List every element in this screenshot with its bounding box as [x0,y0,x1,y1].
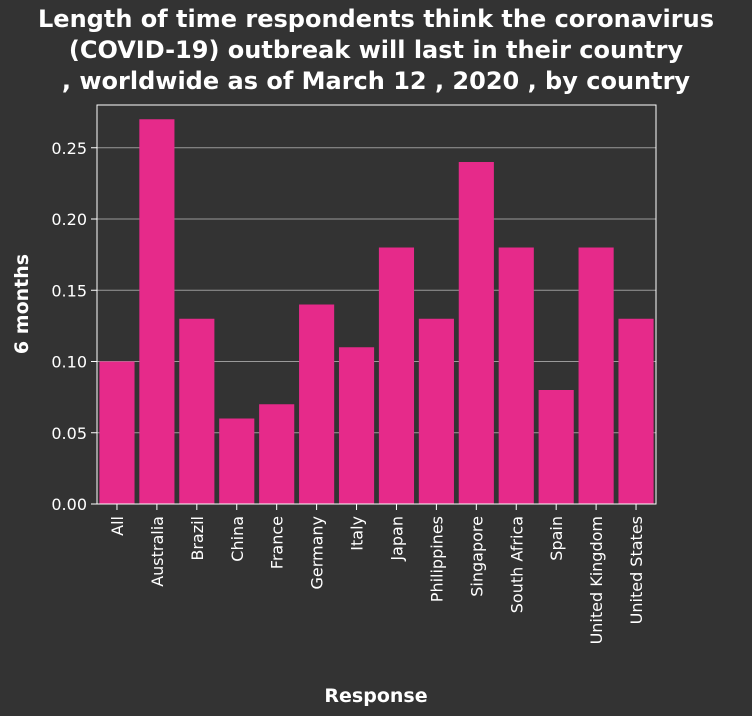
y-tick-label: 0.10 [51,353,87,372]
x-tick-label: Spain [547,516,566,561]
x-tick-label: United Kingdom [587,516,606,644]
bars [99,119,654,504]
bar [179,318,215,504]
y-tick-label: 0.25 [51,139,87,158]
x-tick-label: China [228,516,247,562]
y-tick-label: 0.05 [51,424,87,443]
bar [538,390,574,504]
bar [378,247,415,504]
chart-title-line-3: , worldwide as of March 12 , 2020 , by c… [61,67,691,95]
x-tick-label: Singapore [467,516,486,597]
bar [498,247,534,504]
chart-title-line-2: (COVID-19) outbreak will last in their c… [68,36,684,64]
bar [139,119,175,504]
bar [219,418,255,504]
bar [259,404,295,504]
x-tick-label: Japan [387,516,406,562]
chart-title: Length of time respondents think the cor… [0,4,752,97]
y-axis: 0.00 0.05 0.10 0.15 0.20 0.25 [51,139,97,514]
x-tick-label: All [108,516,127,536]
bar [578,247,614,504]
plot-frame [96,104,657,505]
y-tick-label: 0.15 [51,281,87,300]
x-axis-title: Response [324,685,427,707]
x-tick-label: Australia [148,516,167,587]
x-tick-label: Germany [308,516,327,590]
bar [299,304,335,504]
x-tick-label: France [268,516,287,569]
bar [99,361,135,504]
y-tick-label: 0.00 [51,495,87,514]
y-axis-title: 6 months [11,254,33,354]
bar [458,162,494,504]
x-tick-label: Italy [348,516,367,551]
x-tick-label: Brazil [188,516,207,561]
chart-title-line-1: Length of time respondents think the cor… [38,5,714,33]
bar [338,347,375,504]
x-tick-label: United States [627,516,646,624]
x-axis: All Australia Brazil China France Germany Ital… [108,504,646,644]
y-tick-label: 0.20 [51,210,87,229]
x-tick-label: South Africa [507,516,526,613]
bar [418,318,454,504]
x-tick-label: Philippines [427,516,446,602]
bar [618,318,654,504]
